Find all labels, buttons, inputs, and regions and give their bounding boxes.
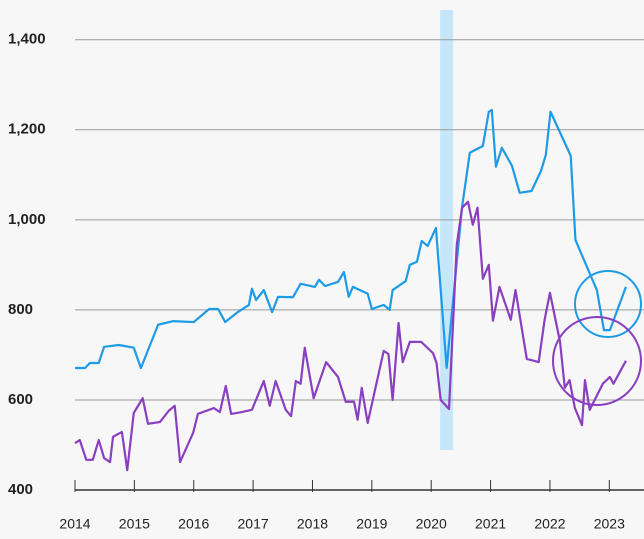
x-tick-label: 2022 <box>534 516 565 532</box>
y-tick-label: 1,000 <box>8 211 46 228</box>
x-tick-label: 2018 <box>297 516 328 532</box>
highlight-circle <box>552 316 642 406</box>
series-line <box>74 200 627 472</box>
x-tick-label: 2021 <box>475 516 506 532</box>
grid-layer: 400 600 800 1,000 1,200 1,400 2014 2015 2016 2017… <box>8 31 644 532</box>
y-tick-label: 1,200 <box>8 121 46 138</box>
x-tick-label: 2015 <box>119 516 150 532</box>
highlight-circle <box>574 270 642 338</box>
x-tick-label: 2023 <box>594 516 625 532</box>
lines-layer <box>74 108 627 472</box>
x-tick-label: 2017 <box>238 516 269 532</box>
x-tick-label: 2019 <box>356 516 387 532</box>
series-line <box>75 108 627 370</box>
y-tick-label: 400 <box>8 481 33 498</box>
y-tick-label: 1,400 <box>8 31 46 48</box>
x-tick-label: 2016 <box>178 516 209 532</box>
y-tick-label: 800 <box>8 301 33 318</box>
x-tick-label: 2020 <box>416 516 447 532</box>
x-tick-label: 2014 <box>59 516 90 532</box>
y-tick-label: 600 <box>8 391 33 408</box>
